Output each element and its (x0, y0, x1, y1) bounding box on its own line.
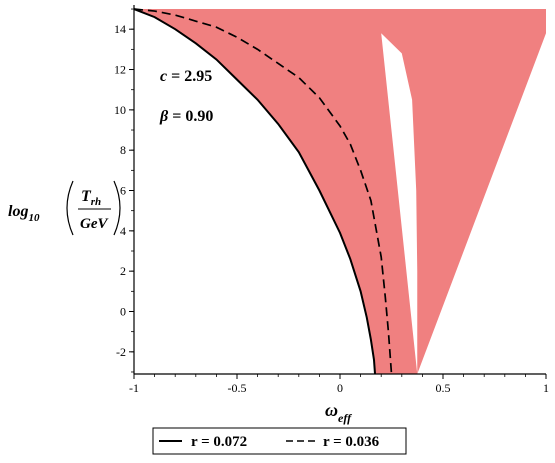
annotation-beta-label: β (159, 108, 169, 125)
y-tick-label: 10 (114, 103, 126, 117)
annotation-c-value: 2.95 (184, 68, 212, 85)
svg-text:log10: log10 (8, 203, 40, 224)
x-tick-label: -0.5 (228, 381, 247, 395)
legend: r = 0.072 r = 0.036 (152, 427, 407, 455)
shaded-region (134, 9, 546, 375)
x-tick-label: 1 (543, 381, 549, 395)
annotation-c-label: c (160, 68, 167, 85)
y-tick-label: 0 (120, 304, 126, 318)
y-axis-label: log10 Trh GeV (8, 180, 121, 236)
y-tick-label: 14 (114, 22, 126, 36)
ylabel-numerator: T (81, 188, 92, 205)
x-tick-label: 0 (337, 381, 343, 395)
series-line-0 (133, 8, 377, 375)
legend-label-r072: r = 0.072 (191, 434, 247, 450)
ylabel-denominator: GeV (80, 216, 109, 232)
xlabel-main: ω (325, 400, 338, 420)
svg-text:c = 2.95: c = 2.95 (160, 68, 212, 85)
legend-box (152, 427, 407, 455)
plot-area: -1 -0.5 0 0.5 1 -2 0 2 4 6 8 10 12 14 (114, 5, 549, 395)
annotation-beta-value: 0.90 (185, 108, 213, 125)
svg-text:ωeff: ωeff (325, 400, 352, 425)
x-axis-label: ωeff (325, 400, 352, 425)
annotation-beta: β = 0.90 (159, 108, 213, 125)
series-line-1 (133, 8, 393, 375)
ylabel-numerator-sub: rh (91, 196, 101, 208)
y-tick-label: -2 (116, 345, 126, 359)
svg-text:β = 0.90: β = 0.90 (159, 108, 213, 125)
legend-label-r036: r = 0.036 (323, 434, 380, 450)
y-tick-label: 12 (114, 63, 126, 77)
x-tick-label: -1 (129, 381, 139, 395)
xlabel-sub: eff (338, 411, 352, 425)
y-tick-label: 2 (120, 264, 126, 278)
y-tick-label: 4 (120, 224, 126, 238)
ylabel-prefix: log (8, 203, 28, 220)
y-tick-label: 8 (120, 143, 126, 157)
svg-text:Trh: Trh (81, 188, 101, 208)
x-tick-label: 0.5 (436, 381, 451, 395)
ylabel-prefix-sub: 10 (28, 212, 40, 224)
y-tick-label: 6 (120, 184, 126, 198)
ylabel-left-paren (66, 180, 74, 236)
ylabel-right-paren (113, 180, 121, 236)
annotation-c: c = 2.95 (160, 68, 212, 85)
